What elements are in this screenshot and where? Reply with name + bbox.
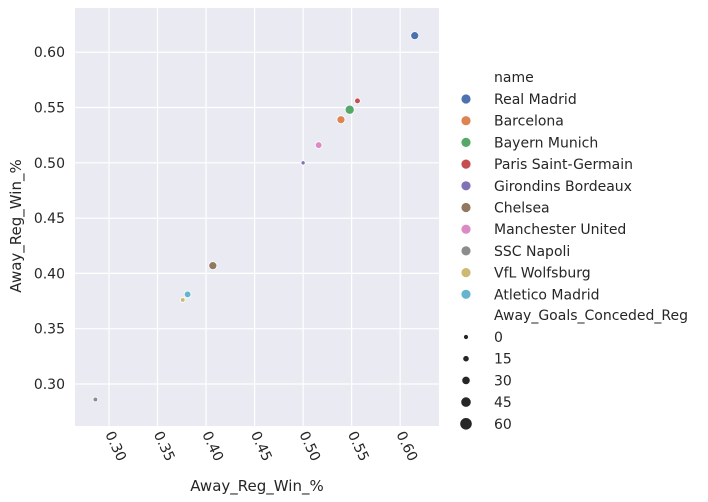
size-legend-marker bbox=[459, 417, 473, 431]
legend-label: Paris Saint-Germain bbox=[494, 157, 633, 173]
legend-hue-title: name bbox=[494, 70, 534, 86]
y-tick-label: 0.45 bbox=[34, 211, 65, 227]
legend-label: VfL Wolfsburg bbox=[494, 266, 591, 282]
legend-marker bbox=[460, 115, 472, 127]
size-legend-marker bbox=[462, 355, 470, 363]
data-point bbox=[183, 290, 192, 299]
legend-label: Real Madrid bbox=[494, 92, 577, 108]
size-legend-label: 30 bbox=[494, 373, 512, 389]
x-tick-label: 0.50 bbox=[295, 429, 323, 464]
size-legend-marker bbox=[461, 375, 471, 385]
y-tick-label: 0.50 bbox=[34, 156, 65, 172]
x-tick-label: 0.55 bbox=[344, 429, 372, 464]
size-legend-label: 60 bbox=[494, 417, 512, 433]
data-point bbox=[92, 396, 99, 403]
legend-label: Manchester United bbox=[494, 222, 626, 238]
legend-marker bbox=[460, 93, 472, 105]
size-legend-label: 15 bbox=[494, 352, 512, 368]
x-tick-label: 0.60 bbox=[393, 429, 421, 464]
data-point bbox=[300, 160, 306, 166]
size-legend-label: 45 bbox=[494, 395, 512, 411]
y-axis-label: Away_Reg_Win_% bbox=[7, 159, 26, 292]
legend-label: SSC Napoli bbox=[494, 244, 570, 260]
legend-label: Girondins Bordeaux bbox=[494, 179, 632, 195]
x-tick-label: 0.40 bbox=[198, 429, 226, 464]
data-point bbox=[208, 261, 218, 271]
y-tick-label: 0.60 bbox=[34, 45, 65, 61]
size-legend-marker bbox=[460, 396, 472, 408]
data-point bbox=[354, 97, 361, 105]
data-point bbox=[336, 115, 346, 125]
legend-marker bbox=[460, 180, 472, 192]
legend-label: Atletico Madrid bbox=[494, 287, 600, 303]
plot-area bbox=[75, 8, 439, 426]
data-point bbox=[314, 141, 323, 149]
x-tick-label: 0.30 bbox=[101, 429, 129, 464]
legend-marker bbox=[460, 288, 472, 300]
legend-marker bbox=[460, 202, 472, 213]
legend-marker bbox=[460, 245, 472, 257]
legend-size-title: Away_Goals_Conceded_Reg bbox=[494, 308, 688, 324]
y-tick-label: 0.30 bbox=[34, 377, 65, 393]
legend-label: Barcelona bbox=[494, 114, 564, 130]
legend: name Real Madrid Barcelona Bayern Munich Pa… bbox=[459, 70, 688, 433]
legend-marker bbox=[460, 267, 472, 279]
x-tick-label: 0.35 bbox=[150, 429, 178, 464]
x-axis-label: Away_Reg_Win_% bbox=[190, 477, 323, 496]
legend-marker bbox=[460, 158, 472, 170]
legend-label: Chelsea bbox=[494, 201, 550, 217]
grid-lines bbox=[75, 8, 439, 426]
legend-marker bbox=[460, 223, 472, 235]
data-point bbox=[179, 297, 186, 303]
size-legend-marker bbox=[463, 334, 469, 340]
y-tick-label: 0.40 bbox=[34, 266, 65, 282]
x-tick-label: 0.45 bbox=[247, 429, 275, 464]
data-points bbox=[92, 31, 420, 403]
legend-label: Bayern Munich bbox=[494, 135, 598, 151]
data-point bbox=[344, 104, 355, 115]
y-tick-label: 0.55 bbox=[34, 101, 65, 117]
data-point bbox=[410, 31, 420, 41]
y-tick-label: 0.35 bbox=[34, 322, 65, 338]
legend-marker bbox=[460, 136, 472, 148]
size-legend-label: 0 bbox=[494, 330, 503, 346]
